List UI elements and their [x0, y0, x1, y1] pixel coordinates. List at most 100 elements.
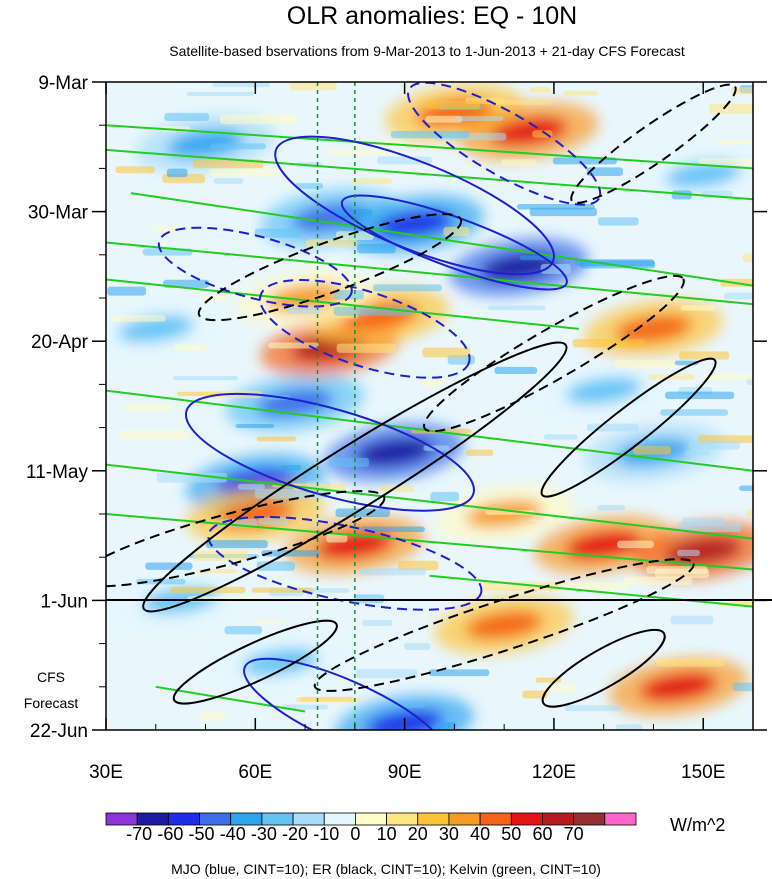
anomaly-stripe — [597, 217, 639, 226]
er-contour — [541, 628, 666, 708]
anomaly-stripe — [428, 669, 490, 677]
mjo-contour — [157, 226, 353, 308]
anomaly-stripe — [398, 560, 439, 571]
anomaly-stripe — [494, 100, 552, 105]
kelvin-contour — [130, 192, 753, 287]
anomaly-stripe — [670, 615, 714, 625]
colorbar-label: 70 — [564, 824, 584, 844]
er-contour — [570, 83, 737, 204]
x-tick-label: 60E — [238, 762, 272, 783]
reference-lines — [316, 82, 356, 730]
er-contour — [142, 341, 568, 613]
anomaly-stripe — [564, 582, 629, 591]
anomaly-stripe — [742, 253, 753, 263]
anomaly-stripe — [209, 168, 279, 177]
anomaly-stripe — [689, 441, 741, 450]
colorbar-label: -40 — [220, 824, 246, 844]
anomaly-stripe — [156, 472, 228, 483]
anomaly-stripe — [172, 375, 239, 381]
plot-area — [106, 82, 753, 730]
kelvin-contour — [106, 124, 753, 170]
anomaly-stripe — [335, 508, 391, 517]
anomaly-blob-core — [665, 160, 742, 189]
plot-frame — [105, 81, 754, 731]
anomaly-stripe — [220, 114, 297, 125]
colorbar-label: 40 — [470, 824, 490, 844]
x-tick-label: 30E — [89, 762, 123, 783]
y-axis: 9-Mar 30-Mar 20-Apr 11-May 1-Jun 22-Jun — [26, 73, 767, 742]
colorbar-label: -50 — [189, 824, 215, 844]
anomaly-stripe — [186, 91, 254, 97]
anomaly-stripe — [328, 457, 370, 467]
anomaly-stripe — [403, 642, 431, 650]
anomaly-stripe — [680, 305, 716, 311]
er-contour — [172, 619, 338, 705]
anomaly-stripe — [119, 430, 190, 440]
anomaly-stripe — [679, 351, 730, 360]
kelvin-contour — [106, 513, 753, 571]
y-tick-label: 22-Jun — [30, 721, 88, 742]
anomaly-stripe — [205, 540, 268, 549]
anomaly-stripe — [730, 87, 753, 95]
kelvin-contour — [429, 574, 753, 608]
anomaly-stripe — [254, 620, 285, 625]
anomaly-stripe — [646, 566, 708, 574]
anomaly-stripe — [286, 305, 321, 314]
er-contour — [540, 357, 717, 498]
kelvin-contour — [106, 148, 753, 201]
anomaly-stripe — [739, 485, 753, 491]
chart-subtitle: Satellite-based bservations from 9-Mar-2… — [169, 43, 685, 59]
anomaly-blob-core — [376, 210, 453, 238]
anomaly-stripe — [529, 87, 551, 93]
y-tick-label: 1-Jun — [40, 591, 88, 612]
colorbar-label: 60 — [532, 824, 552, 844]
colorbar-swatch — [604, 812, 637, 826]
anomaly-stripe — [173, 344, 208, 351]
kelvin-contour — [106, 278, 579, 330]
anomaly-stripe — [677, 522, 742, 532]
x-tick-label: 150E — [681, 762, 725, 783]
anomaly-stripe — [224, 626, 263, 635]
anomaly-blob-core — [242, 648, 319, 676]
colorbar-label: 10 — [377, 824, 397, 844]
colorbar-label: -30 — [251, 824, 277, 844]
anomaly-stripe — [294, 183, 324, 189]
anomaly-stripe — [575, 259, 655, 267]
anomaly-blob-core — [356, 438, 433, 466]
x-tick-label: 90E — [388, 762, 422, 783]
anomaly-stripe — [354, 594, 385, 604]
anomaly-stripe — [326, 533, 348, 543]
anomaly-stripe — [746, 508, 753, 517]
anomaly-stripe — [192, 551, 249, 561]
kelvin-contour — [155, 685, 306, 713]
er-contour — [197, 213, 463, 322]
anomaly-stripe — [152, 225, 182, 233]
anomaly-stripe — [281, 464, 302, 471]
anomaly-stripe — [586, 167, 623, 177]
anomaly-stripe — [487, 305, 546, 311]
anomaly-stripe — [361, 619, 393, 627]
anomaly-stripe — [435, 722, 457, 729]
anomaly-stripe — [684, 450, 710, 456]
anomaly-stripe — [732, 682, 753, 692]
er-contour — [423, 274, 685, 433]
anomaly-stripe — [660, 409, 729, 416]
kelvin-contour — [106, 463, 753, 540]
anomaly-stripe — [164, 112, 210, 121]
anomaly-blob-core — [665, 537, 742, 565]
anomaly-stripe — [676, 549, 701, 556]
anomaly-stripe — [359, 568, 427, 576]
anomaly-stripe — [543, 684, 576, 693]
x-tick-label: 120E — [532, 762, 576, 783]
er-contour — [106, 490, 386, 588]
anomaly-stripe — [145, 562, 193, 570]
anomaly-stripe — [372, 284, 442, 292]
colorbar-units: W/m^2 — [670, 815, 725, 835]
anomaly-stripe — [563, 90, 599, 96]
y-tick-label: 30-Mar — [28, 203, 89, 224]
kelvin-contours — [106, 124, 753, 713]
anomaly-stripe — [336, 343, 397, 353]
anomaly-stripe — [752, 91, 753, 96]
colorbar-label: 50 — [501, 824, 521, 844]
